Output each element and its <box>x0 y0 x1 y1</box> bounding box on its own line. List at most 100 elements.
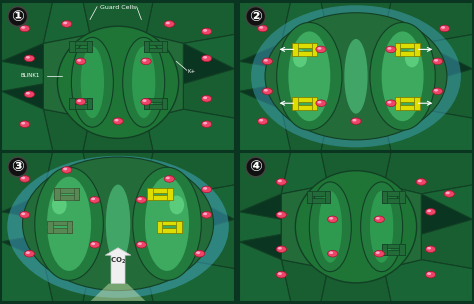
Polygon shape <box>384 2 473 43</box>
Polygon shape <box>146 152 235 194</box>
Bar <box>307 191 312 202</box>
Circle shape <box>136 197 146 203</box>
Ellipse shape <box>132 47 155 118</box>
Bar <box>292 105 318 109</box>
Circle shape <box>203 187 207 190</box>
Ellipse shape <box>405 49 419 67</box>
Circle shape <box>203 29 207 32</box>
Circle shape <box>26 251 30 254</box>
Polygon shape <box>44 152 90 194</box>
Ellipse shape <box>288 31 330 121</box>
Polygon shape <box>146 260 235 302</box>
Circle shape <box>142 59 146 62</box>
Polygon shape <box>44 2 90 43</box>
Circle shape <box>164 21 174 27</box>
Polygon shape <box>321 118 391 151</box>
Polygon shape <box>282 185 421 269</box>
Circle shape <box>194 250 205 257</box>
Bar <box>162 98 167 109</box>
Bar <box>325 191 330 202</box>
Text: ①: ① <box>11 9 24 24</box>
Polygon shape <box>282 152 328 194</box>
Bar <box>167 188 173 200</box>
Bar <box>307 198 330 202</box>
Circle shape <box>318 47 321 50</box>
Circle shape <box>203 56 207 59</box>
Ellipse shape <box>280 20 432 133</box>
FancyArrow shape <box>105 248 131 284</box>
Ellipse shape <box>57 26 179 138</box>
Circle shape <box>91 242 95 245</box>
Circle shape <box>90 241 100 248</box>
Ellipse shape <box>361 182 402 272</box>
Ellipse shape <box>169 195 184 214</box>
Bar <box>69 41 74 52</box>
Bar <box>54 195 80 200</box>
Circle shape <box>318 101 321 104</box>
Bar <box>144 105 167 109</box>
Polygon shape <box>83 118 153 151</box>
Circle shape <box>141 58 151 65</box>
Text: $\mathregular{CO_2}$: $\mathregular{CO_2}$ <box>110 256 126 266</box>
Circle shape <box>201 55 212 62</box>
Circle shape <box>439 25 450 32</box>
Circle shape <box>352 119 356 122</box>
Bar <box>311 97 318 109</box>
Polygon shape <box>282 109 328 151</box>
Circle shape <box>91 198 95 200</box>
Bar <box>162 41 167 52</box>
Ellipse shape <box>72 37 113 127</box>
Text: ③: ③ <box>11 160 24 174</box>
Circle shape <box>316 46 326 53</box>
Polygon shape <box>421 69 473 118</box>
Polygon shape <box>239 242 291 302</box>
Polygon shape <box>321 152 391 185</box>
Bar <box>292 43 298 56</box>
Bar <box>382 250 405 255</box>
Circle shape <box>386 100 396 106</box>
Circle shape <box>444 191 455 197</box>
Circle shape <box>75 58 86 65</box>
Bar <box>47 220 53 233</box>
Bar <box>414 97 420 109</box>
Circle shape <box>62 21 72 27</box>
Circle shape <box>264 59 268 62</box>
Polygon shape <box>83 2 153 34</box>
Circle shape <box>374 216 384 223</box>
Bar <box>147 188 153 200</box>
Bar <box>144 41 149 52</box>
Bar <box>382 191 405 196</box>
Polygon shape <box>1 91 53 151</box>
Polygon shape <box>44 185 183 269</box>
Polygon shape <box>83 152 153 185</box>
Bar <box>394 105 420 109</box>
Bar <box>47 220 73 226</box>
Circle shape <box>374 250 384 257</box>
Circle shape <box>316 100 326 106</box>
Text: Guard Cells: Guard Cells <box>100 5 136 10</box>
Bar <box>176 220 182 233</box>
Bar <box>292 51 318 56</box>
Bar <box>144 98 149 109</box>
Bar <box>156 220 163 233</box>
Circle shape <box>138 198 142 200</box>
Circle shape <box>387 101 392 104</box>
Polygon shape <box>183 185 235 219</box>
Bar <box>400 244 405 255</box>
Ellipse shape <box>81 47 104 118</box>
Circle shape <box>427 209 431 212</box>
Circle shape <box>259 26 263 29</box>
Circle shape <box>201 212 212 218</box>
Circle shape <box>196 251 200 254</box>
Circle shape <box>376 217 380 219</box>
Circle shape <box>276 212 286 218</box>
Circle shape <box>114 119 118 122</box>
Bar <box>382 244 387 255</box>
Polygon shape <box>421 34 473 69</box>
Bar <box>47 228 73 233</box>
Polygon shape <box>183 34 235 69</box>
Text: ④: ④ <box>249 160 262 174</box>
Circle shape <box>328 250 338 257</box>
Circle shape <box>113 118 123 124</box>
Polygon shape <box>1 2 53 61</box>
